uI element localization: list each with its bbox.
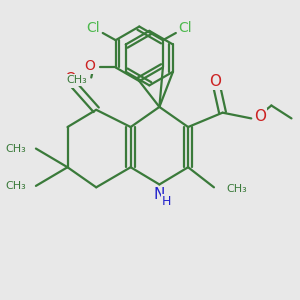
Text: H: H <box>162 195 171 208</box>
Text: CH₃: CH₃ <box>227 184 248 194</box>
Text: CH₃: CH₃ <box>5 144 26 154</box>
Text: CH₃: CH₃ <box>66 75 87 85</box>
Text: Cl: Cl <box>86 21 100 35</box>
Text: O: O <box>209 74 221 88</box>
Text: O: O <box>85 59 96 73</box>
Text: CH₃: CH₃ <box>5 181 26 191</box>
Text: O: O <box>64 72 76 87</box>
Text: O: O <box>254 110 266 124</box>
Text: Cl: Cl <box>179 21 192 35</box>
Text: N: N <box>154 187 165 202</box>
